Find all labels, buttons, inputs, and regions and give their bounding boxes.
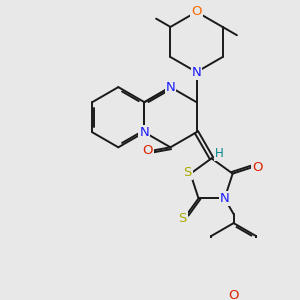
- Text: O: O: [228, 289, 239, 300]
- Text: O: O: [191, 5, 202, 18]
- Text: N: N: [220, 192, 230, 205]
- Text: N: N: [192, 66, 201, 79]
- Text: O: O: [252, 161, 263, 174]
- Text: N: N: [166, 81, 175, 94]
- Text: N: N: [140, 126, 149, 139]
- Text: H: H: [215, 147, 224, 160]
- Text: S: S: [178, 212, 187, 225]
- Text: S: S: [183, 166, 191, 178]
- Text: O: O: [142, 144, 153, 157]
